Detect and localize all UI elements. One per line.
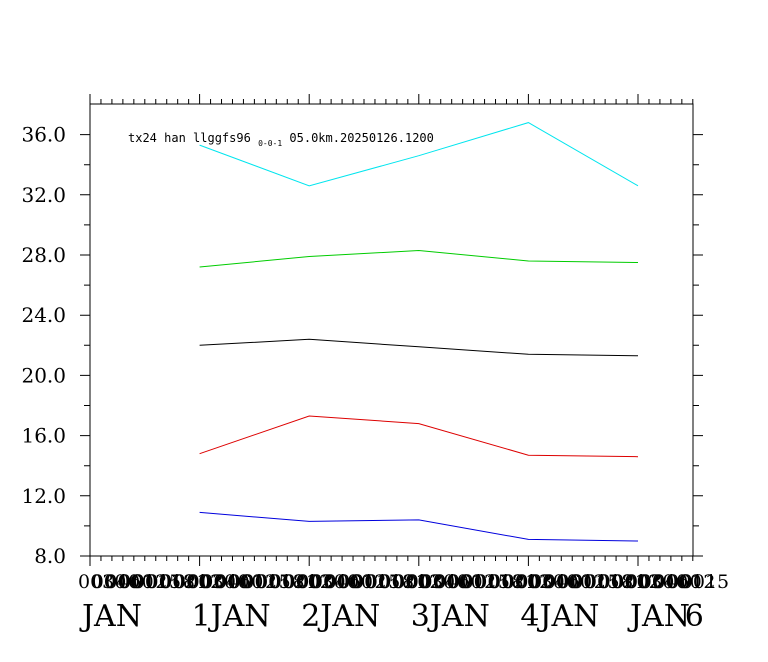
x-day-label: JAN [79,599,142,634]
x-day-label: 2JAN [301,599,380,634]
x-hour-label: 0012 [667,571,715,593]
x-hour-label: 0015 [242,571,290,593]
y-tick-label: 8.0 [34,544,66,568]
x-hour-label: 0012 [448,571,496,593]
chart-title-suffix: 05.0km.20250126.1200 [289,131,434,145]
x-hour-label: 0060 [215,571,263,593]
x-hour-label: 0018 [256,571,304,593]
x-day-label: 1JAN [192,599,271,634]
series-line-3 [199,338,639,357]
series-group [199,122,639,542]
x-hour-label: 0040 [421,571,469,593]
x-hour-label: 0012 [119,571,167,593]
x-hour-label: 0040 [530,571,578,593]
series-line-4 [199,415,639,458]
x-hour-label: 0002 [503,571,551,593]
x-day-label: 4JAN [520,599,599,634]
y-tick-label: 24.0 [21,303,66,327]
x-hour-label: 0018 [475,571,523,593]
x-day-label: 3JAN [411,599,490,634]
x-hour-label: 0030 [626,571,674,593]
x-axis: 0030004000600012001500180021000200300040… [78,571,729,634]
x-hour-label: 0060 [544,571,592,593]
x-hour-label: 0030 [516,571,564,593]
x-hour-label: 0012 [558,571,606,593]
y-tick-label: 32.0 [21,183,66,207]
x-day-label: 6 [685,599,704,634]
y-tick-label: 28.0 [21,243,66,267]
y-axis: 8.0 12.0 16.0 20.0 24.0 28.0 32.0 36.0 [21,123,66,568]
x-hour-label: 0015 [133,571,181,593]
x-hour-label: 0021 [270,571,318,593]
x-hour-label: 0012 [229,571,277,593]
x-hour-label: 0040 [640,571,688,593]
x-hour-label: 0012 [338,571,386,593]
x-hour-label: 0060 [434,571,482,593]
series-line-1 [199,122,639,187]
x-hour-label: 0021 [379,571,427,593]
x-hour-label: 0060 [653,571,701,593]
y-tick-label: 20.0 [21,363,66,387]
x-hour-label: 0030 [78,571,126,593]
x-hour-label: 0002 [612,571,660,593]
x-hour-label: 0002 [393,571,441,593]
x-hour-label: 0015 [571,571,619,593]
tick-marks [80,94,703,566]
y-tick-label: 12.0 [21,484,66,508]
x-hour-label: 0040 [311,571,359,593]
x-hour-label: 0040 [201,571,249,593]
chart-title: tx24 han llggfs96 0-0-1 05.0km.20250126.… [128,131,434,149]
chart-title-main: tx24 han llggfs96 [128,131,251,145]
x-hour-label: 0002 [284,571,332,593]
x-hour-label: 0040 [92,571,140,593]
axis-ticks [80,94,703,566]
series-line-2 [199,249,639,268]
x-hour-label: 0018 [585,571,633,593]
x-hour-label: 0030 [407,571,455,593]
series-line-5 [199,511,639,542]
x-hour-label: 0015 [352,571,400,593]
x-hour-label: 0002 [174,571,222,593]
x-hour-label: 0060 [105,571,153,593]
x-hour-label: 0015 [462,571,510,593]
y-tick-label: 36.0 [21,123,66,147]
y-tick-label: 16.0 [21,424,66,448]
x-day-label: JAN [627,599,690,634]
x-hour-label: 0030 [297,571,345,593]
chart-title-subscript: 0-0-1 [258,139,282,148]
x-hour-label: 0030 [188,571,236,593]
x-hour-label: 0021 [489,571,537,593]
x-hour-label: 0018 [147,571,195,593]
x-hour-label: 0015 [681,571,729,593]
x-hour-label: 0060 [325,571,373,593]
x-hour-label: 0018 [366,571,414,593]
x-hour-label: 0021 [599,571,647,593]
plot-frame [89,103,694,557]
x-hour-label: 0021 [160,571,208,593]
